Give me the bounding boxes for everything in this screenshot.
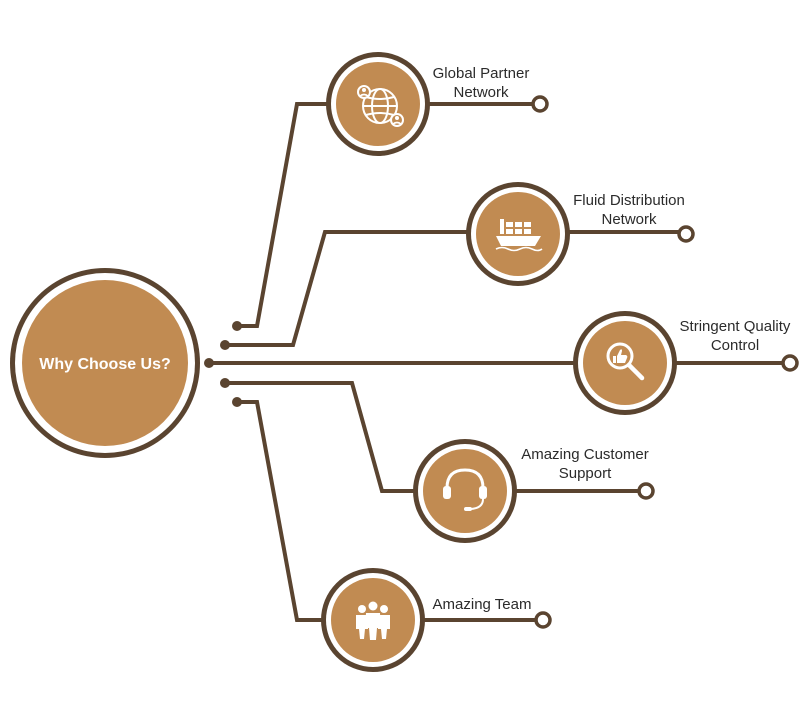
node-fill [336,62,420,146]
connector-amazing-team [237,400,543,622]
node-fluid-distribution: Fluid Distribution Network [466,182,685,286]
central-hub: Why Choose Us? [10,268,200,458]
node-label-line2: Network [453,84,509,101]
node-global-partner: Global Partner Network [326,52,529,156]
node-label-line1: Fluid Distribution [573,192,685,209]
node-label-line1: Global Partner [433,65,530,82]
start-dot [220,378,230,388]
node-label-line2: Support [559,465,612,482]
connector-fluid-distribution [225,230,686,347]
end-ring [531,95,549,113]
connector-customer-support [225,381,646,493]
team-icon [356,601,390,640]
node-amazing-team: Amazing Team [321,568,531,672]
magnifier-thumbs-up-icon [606,342,645,381]
node-label-line1: Amazing Customer [521,446,649,463]
start-dot [204,358,214,368]
hub-title: Why Choose Us? [39,356,171,373]
node-quality-control: Stringent Quality Control [573,311,791,415]
node-customer-support: Amazing Customer Support [413,439,649,543]
end-ring [637,482,655,500]
end-ring [534,611,552,629]
globe-network-icon [357,85,404,127]
end-rings [531,95,799,629]
connector-global-partner [237,102,540,328]
node-label-line2: Network [601,211,657,228]
connector-lines [209,102,790,622]
start-dot [232,321,242,331]
end-ring [781,354,799,372]
end-ring [677,225,695,243]
node-label-line1: Amazing Team [433,596,532,613]
node-label-line1: Stringent Quality [680,318,791,335]
hub-fill [22,280,188,446]
start-dot [232,397,242,407]
start-dot [220,340,230,350]
node-label-line2: Control [711,337,759,354]
node-fill [423,449,507,533]
headset-icon [443,468,487,511]
start-dots [204,321,242,407]
cargo-ship-icon [495,219,543,252]
